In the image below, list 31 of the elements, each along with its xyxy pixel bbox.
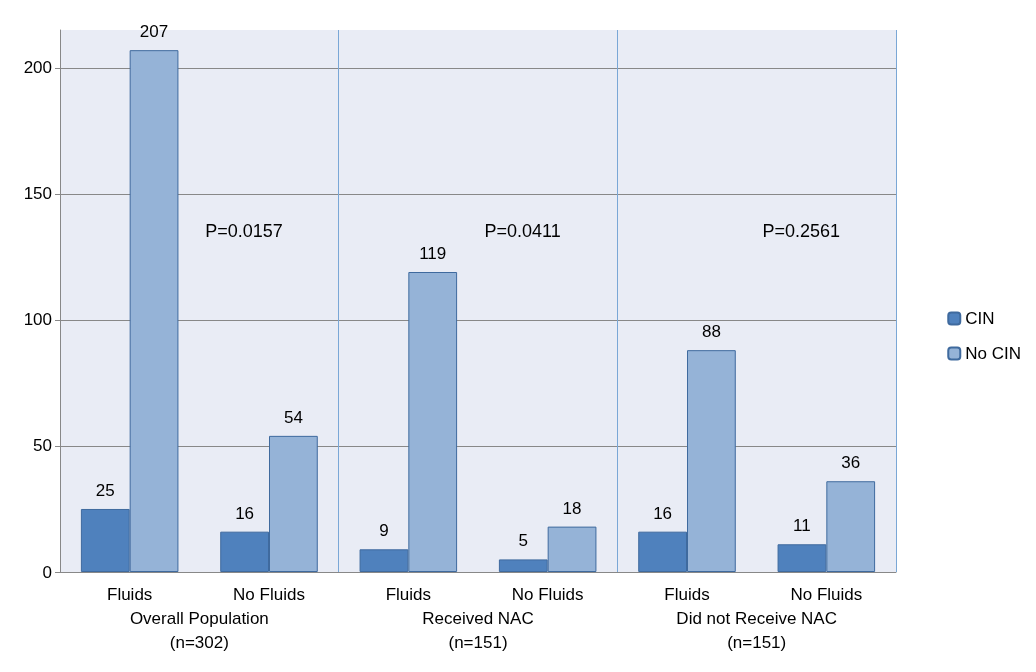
y-tick-label: 50 xyxy=(33,436,52,456)
x-tick-label: No Fluids xyxy=(790,585,863,604)
data-label: 36 xyxy=(841,453,861,473)
text: Overall Population (n=302) xyxy=(129,608,269,652)
data-label: 18 xyxy=(562,498,582,518)
y-tick-label: 0 xyxy=(42,562,52,582)
y-tick-label: 200 xyxy=(23,58,52,78)
y-tick-label: 150 xyxy=(23,184,52,204)
data-label: 9 xyxy=(379,521,389,541)
x-tick-label: Fluids xyxy=(106,585,153,604)
data-label: 5 xyxy=(518,531,529,551)
data-label: 16 xyxy=(653,503,673,523)
x-tick-label: Fluids xyxy=(664,585,710,604)
data-label: 119 xyxy=(419,244,447,264)
x-tick-label: No Fluids xyxy=(233,585,305,604)
data-label: 207 xyxy=(139,22,169,42)
data-label: 25 xyxy=(95,480,115,500)
y-tick-label: 100 xyxy=(23,310,52,330)
data-label: 16 xyxy=(235,503,255,523)
x-tick-label: Fluids xyxy=(385,585,432,604)
data-label: 88 xyxy=(701,322,721,342)
data-label: 11 xyxy=(793,516,811,536)
annotation: P=0.0157 xyxy=(205,220,283,241)
text: Received NAC (n=151) xyxy=(422,608,534,652)
text: Did not Receive NAC (n=151) xyxy=(676,608,837,652)
annotation: P=0.0411 xyxy=(484,220,561,241)
annotation: P=0.2561 xyxy=(762,220,841,241)
legend-label: No CIN xyxy=(965,344,1021,363)
x-tick-label: No Fluids xyxy=(511,585,584,604)
legend-label: CIN xyxy=(965,309,995,328)
data-label: 54 xyxy=(283,407,303,427)
